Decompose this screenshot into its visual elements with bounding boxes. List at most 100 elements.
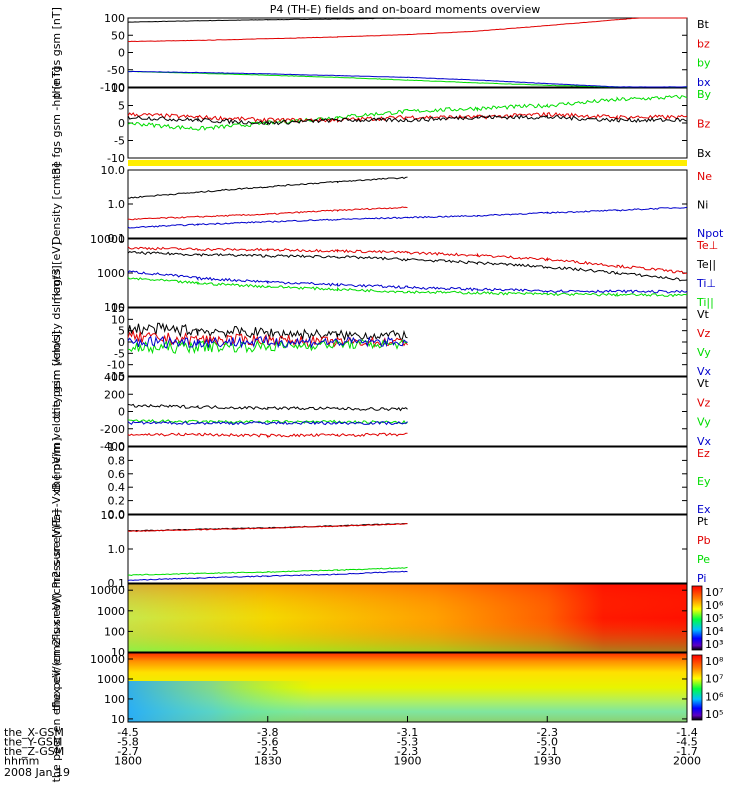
y-tick-label: 400 [104, 371, 125, 384]
y-tick-label: 5 [118, 100, 125, 113]
x-axis-value: -2.3 [397, 745, 418, 758]
series-line-Bt [127, 17, 687, 23]
panel-3: 10.0 1.0 0.1 Density [cm-3] Ne Ni Npot [50, 163, 724, 245]
legend-entry: Ey [697, 475, 711, 488]
x-axis-value: 1800 [114, 755, 142, 768]
series-line-Pi [127, 570, 408, 581]
x-axis-value: -3.8 [257, 726, 278, 739]
y-tick-label: 0 [118, 336, 125, 349]
legend-entry: bz [697, 37, 710, 50]
legend-entry: Pi [697, 572, 706, 585]
legend-entry: Pe [697, 553, 710, 566]
panel-frame [127, 514, 688, 584]
colorbar-scale [691, 654, 703, 721]
x-axis-value: -2.5 [257, 745, 278, 758]
legend-entry: Vz [697, 396, 711, 409]
series-line-Pb [127, 522, 408, 533]
series-line-Vz [127, 432, 408, 439]
quality-flag-bar [128, 160, 687, 166]
y-tick-label: 0 [118, 406, 125, 419]
legend-entry: Bx [697, 147, 712, 160]
y-tick-label: 100 [104, 12, 125, 25]
y-tick-label: 1000 [97, 673, 125, 686]
series-line-bz [127, 17, 687, 43]
y-tick-label: 1.0 [108, 441, 126, 454]
x-axis-date: 2008 Jan 19 [4, 766, 70, 779]
y-tick-label: -15 [107, 370, 125, 383]
panel-frame [127, 376, 688, 447]
y-tick-label: -50 [107, 64, 125, 77]
y-axis-label: the peer en eflux eV/(cm2-s-sr-eV) [50, 593, 63, 783]
legend-entry: by [697, 57, 711, 70]
y-axis-label: Density [cm-3] [50, 163, 63, 245]
series-line-Ni [127, 176, 408, 199]
y-axis-label: Pressure [nPa] [50, 510, 63, 589]
legend-entry: By [697, 88, 712, 101]
panel-frame [127, 17, 688, 88]
series-line-Vt [127, 322, 408, 342]
panel-4: 10000 1000 100 magt3 [eV] Te⊥ Te|| Ti⊥ Ti|| [50, 233, 718, 314]
colorbar-tick-label: 10⁶ [705, 599, 724, 612]
x-axis-value: -2.1 [537, 745, 558, 758]
panel-6: 400 200 0 -200 -400 the peim velocity gsm [km… [50, 331, 712, 492]
x-axis-value: -5.6 [257, 736, 278, 749]
y-tick-label: -100 [100, 81, 125, 94]
colorbar-scale [691, 585, 703, 651]
x-axis-value: 1930 [533, 755, 561, 768]
y-axis-label: magt3 [eV] [50, 242, 63, 304]
x-axis-value: -2.7 [117, 745, 138, 758]
panel-frame [127, 238, 688, 308]
series-line-Vx [127, 335, 408, 349]
legend-entry: Vt [697, 308, 710, 321]
y-tick-label: 10000 [90, 233, 125, 246]
series-line-bx [128, 70, 687, 88]
legend-entry: Ne [697, 170, 712, 183]
y-axis-label: the peim velocity gsm [km/s] [50, 331, 63, 492]
series-line-By [127, 94, 688, 132]
y-tick-label: 0 [118, 47, 125, 60]
legend-entry: Vy [697, 416, 711, 429]
colorbar-tick-label: 10⁸ [705, 655, 724, 668]
y-tick-label: 5 [118, 325, 125, 338]
y-axis-label: the peir en eflux eV/(cm2-s-sr-eV) [50, 525, 63, 711]
y-tick-label: 1.0 [108, 543, 126, 556]
x-axis-value: -1.4 [676, 726, 697, 739]
y-tick-label: 10 [111, 713, 125, 726]
series-line-Pe [127, 566, 408, 577]
y-tick-label: -5 [114, 347, 125, 360]
y-tick-label: -10 [107, 152, 125, 165]
colorbar-tick-label: 10⁷ [705, 673, 723, 686]
panel-frame [127, 583, 688, 653]
legend-entry: Ti⊥ [696, 277, 716, 290]
x-axis-value: -1.7 [676, 745, 697, 758]
legend-entry: Ti|| [696, 296, 714, 309]
legend-entry: Vx [697, 365, 712, 378]
panel-frame [127, 446, 688, 515]
x-axis-value: -5.8 [117, 736, 138, 749]
y-tick-label: 0.1 [108, 232, 126, 245]
panel-1: 100 50 0 -50 -100 the fgs gsm [nT] Bt bz by bx [50, 7, 711, 98]
y-tick-label: 10 [111, 646, 125, 659]
x-axis-value: -3.1 [397, 726, 418, 739]
y-tick-label: -400 [100, 440, 125, 453]
x-axis-value: 2000 [673, 755, 701, 768]
colorbar-tick-label: 10⁵ [705, 708, 723, 721]
y-axis-label: the peim velocity dsl [km/s] [50, 265, 63, 418]
legend-entry: Ez [697, 447, 710, 460]
y-tick-label: 10 [111, 82, 125, 95]
y-tick-label: 0.1 [108, 577, 126, 590]
x-axis-value: -2.3 [537, 726, 558, 739]
panel-frame [127, 87, 688, 159]
y-tick-label: 50 [111, 29, 125, 42]
series-line-Npot [127, 206, 688, 229]
y-tick-label: 100 [104, 301, 125, 314]
legend-entry: Vx [697, 435, 712, 448]
series-line-Bz [127, 111, 688, 124]
colorbar-tick-label: 10⁶ [705, 690, 724, 703]
y-tick-label: -10 [107, 359, 125, 372]
series-line-Ti|| [127, 276, 688, 298]
colorbar: 10⁸ 10⁷ 10⁶ 10⁵ [691, 654, 724, 721]
